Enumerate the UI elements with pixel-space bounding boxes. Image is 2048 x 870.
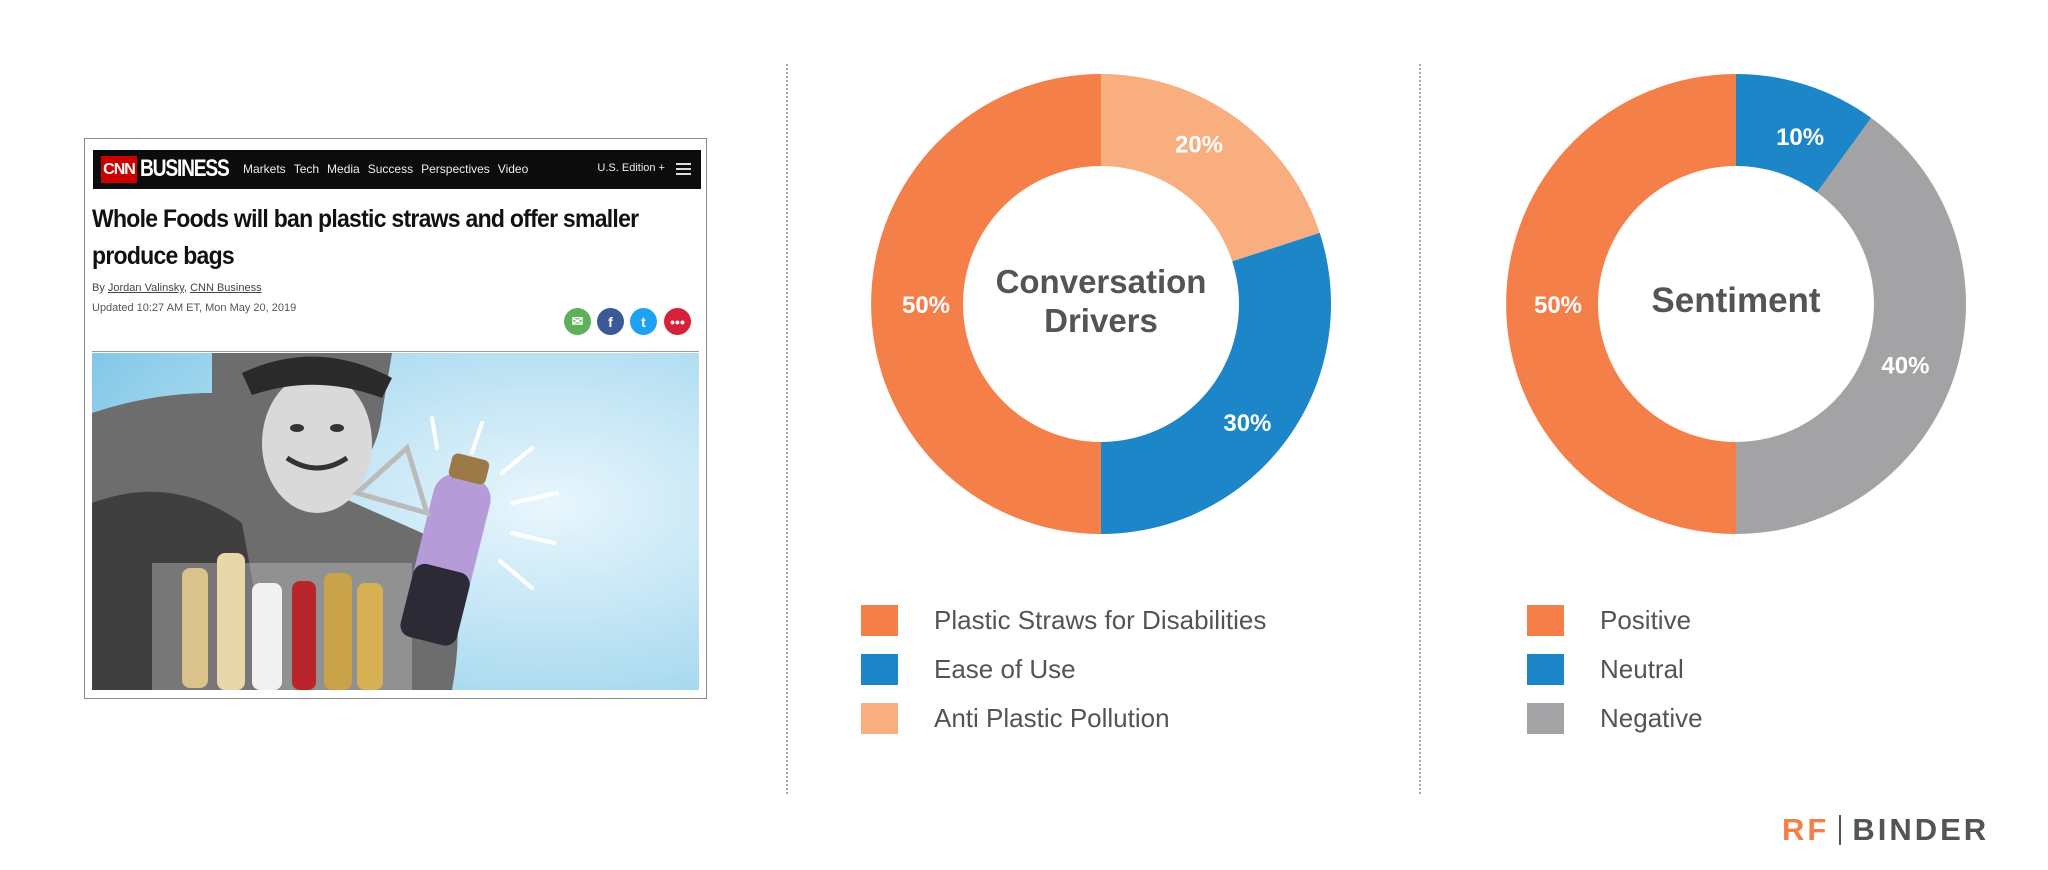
cnn-header-bar: CNN BUSINESS Markets Tech Media Success …: [93, 150, 701, 189]
cnn-logo: CNN: [101, 156, 137, 183]
logo-rf: RF: [1782, 812, 1830, 847]
byline-separator: ,: [183, 282, 187, 294]
donut-slice-ease-of-use: [1101, 232, 1331, 534]
conversation-drivers-donut: 20% 30% 50%: [871, 74, 1331, 534]
article-byline: By Jordan Valinsky, CNN Business: [92, 282, 262, 294]
edition-selector[interactable]: U.S. Edition +: [597, 162, 665, 174]
legend-item: Anti Plastic Pollution: [861, 702, 1266, 734]
slice-value-label: 10%: [1776, 124, 1824, 151]
divider: [786, 64, 788, 794]
legend-conversation-drivers: Plastic Straws for Disabilities Ease of …: [861, 604, 1266, 734]
slice-value-label: 50%: [1534, 292, 1582, 319]
donut-slice-neutral: [1736, 74, 1872, 193]
slice-value-label: 30%: [1223, 410, 1271, 437]
slice-value-label: 20%: [1175, 132, 1223, 159]
hero-image: [92, 353, 699, 690]
legend-item: Neutral: [1527, 653, 1703, 685]
legend-label: Anti Plastic Pollution: [934, 702, 1170, 733]
legend-swatch: [861, 604, 898, 636]
cnn-business-wordmark: BUSINESS: [140, 155, 230, 182]
donut-slice-positive: [1506, 74, 1736, 534]
outlet-link[interactable]: CNN Business: [190, 282, 262, 294]
rf-binder-logo: RF BINDER: [1782, 812, 1989, 848]
legend-label: Plastic Straws for Disabilities: [934, 604, 1267, 635]
divider: [1419, 64, 1421, 794]
author-link[interactable]: Jordan Valinsky: [107, 282, 184, 294]
chart-title: Sentiment: [1651, 281, 1821, 320]
nav-item[interactable]: Media: [327, 162, 360, 176]
legend-item: Negative: [1527, 702, 1703, 734]
legend-item: Positive: [1527, 604, 1703, 636]
chart-title: Conversation Drivers: [995, 263, 1207, 339]
nav-item[interactable]: Success: [367, 162, 414, 176]
legend-label: Negative: [1600, 702, 1703, 733]
nav-item[interactable]: Markets: [243, 162, 286, 176]
legend-item: Ease of Use: [861, 653, 1266, 685]
article-headline: Whole Foods will ban plastic straws and …: [92, 205, 639, 270]
logo-divider: [1839, 815, 1842, 845]
donut-slice-plastic-straws-for-disabilities: [871, 74, 1101, 534]
legend-item: Plastic Straws for Disabilities: [861, 604, 1266, 636]
slice-value-label: 50%: [902, 292, 950, 319]
more-icon[interactable]: •••: [664, 308, 691, 335]
legend-label: Positive: [1600, 604, 1692, 635]
article-screenshot: CNN BUSINESS Markets Tech Media Success …: [84, 138, 707, 699]
legend-label: Neutral: [1600, 653, 1684, 684]
nav-item[interactable]: Perspectives: [421, 162, 490, 176]
divider: [92, 351, 699, 352]
legend-swatch: [861, 653, 898, 685]
legend-label: Ease of Use: [934, 653, 1076, 684]
byline-prefix: By: [92, 282, 105, 294]
cnn-nav: Markets Tech Media Success Perspectives …: [243, 162, 536, 176]
sentiment-donut: 10% 40% 50%: [1506, 74, 1966, 534]
donut-slice-anti-plastic-pollution: [1101, 74, 1320, 262]
nav-item[interactable]: Tech: [293, 162, 320, 176]
nav-item[interactable]: Video: [497, 162, 529, 176]
slice-value-label: 40%: [1881, 353, 1929, 380]
legend-swatch: [1527, 702, 1564, 734]
hamburger-menu-icon[interactable]: [676, 163, 691, 175]
legend-swatch: [1527, 653, 1564, 685]
legend-sentiment: Positive Neutral Negative: [1527, 604, 1703, 734]
donut-slice-negative: [1736, 117, 1966, 534]
twitter-icon[interactable]: t: [630, 308, 657, 335]
legend-swatch: [861, 702, 898, 734]
legend-swatch: [1527, 604, 1564, 636]
article-updated: Updated 10:27 AM ET, Mon May 20, 2019: [92, 302, 297, 314]
facebook-icon[interactable]: f: [597, 308, 624, 335]
mail-icon[interactable]: ✉: [564, 308, 591, 335]
logo-binder: BINDER: [1852, 812, 1990, 847]
